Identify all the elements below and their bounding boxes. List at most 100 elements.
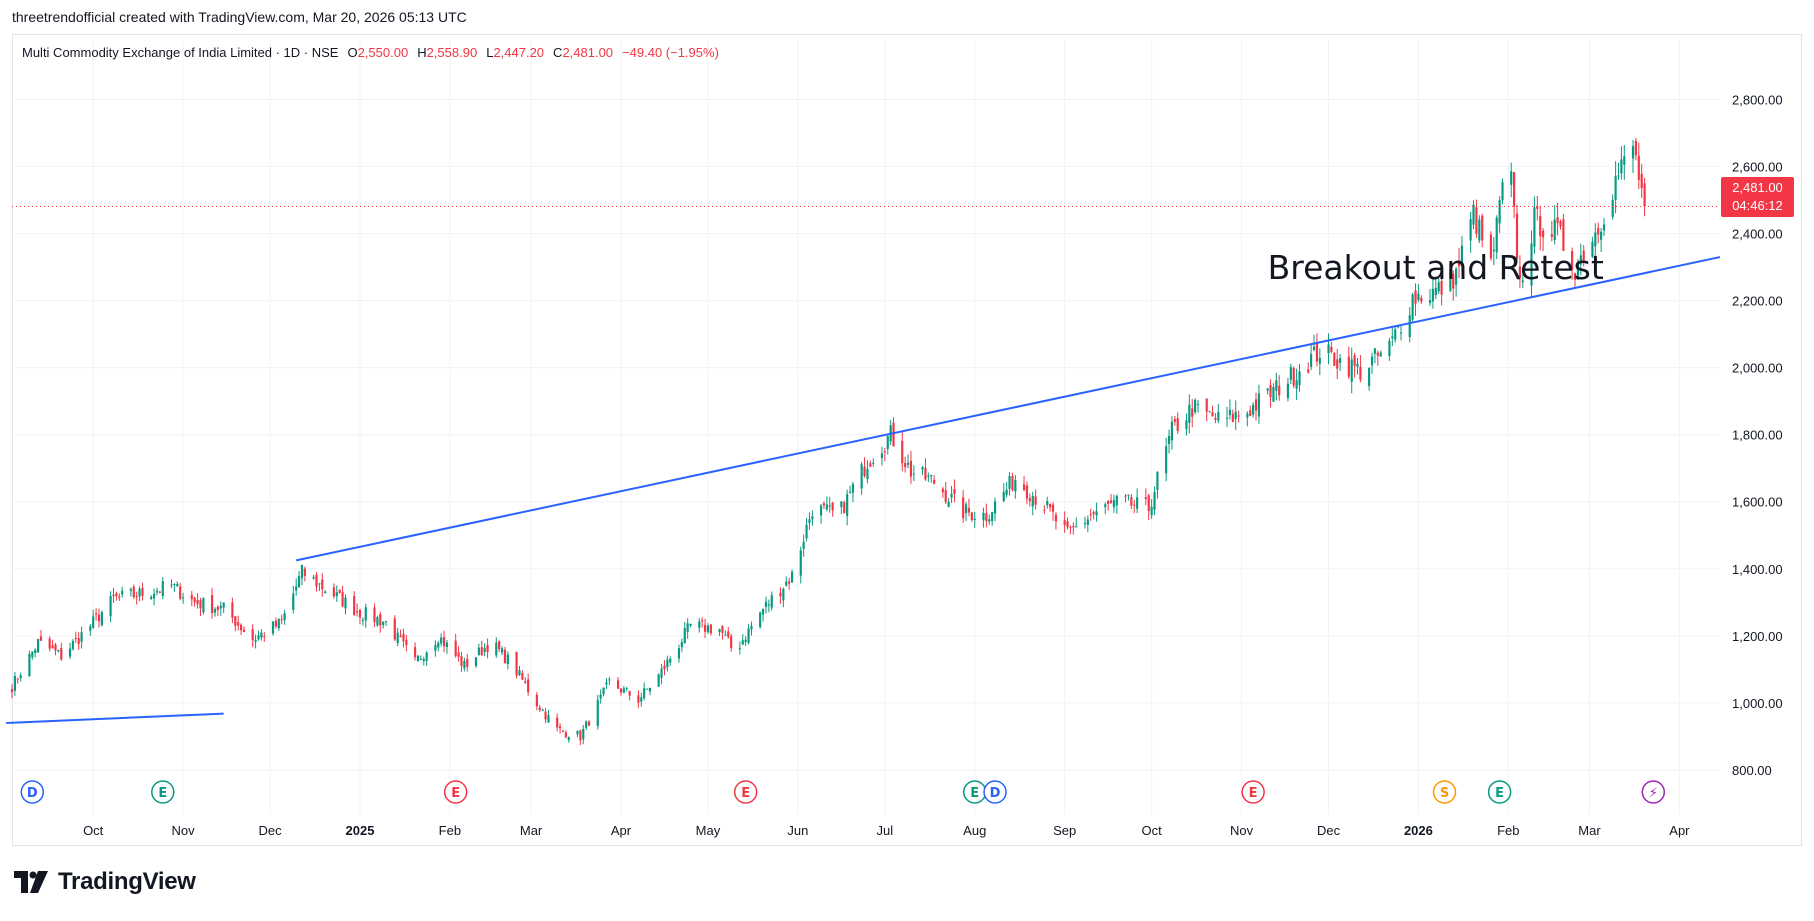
candle-body bbox=[28, 653, 31, 677]
candle-body bbox=[625, 688, 628, 690]
candle-body bbox=[848, 491, 852, 494]
event-marker-icon[interactable] bbox=[151, 780, 175, 804]
price-axis-tick-label: 1,800.00 bbox=[1732, 428, 1783, 443]
candle-body bbox=[211, 594, 214, 614]
candle-body bbox=[95, 613, 98, 615]
candle-body bbox=[1617, 175, 1620, 177]
event-marker-letter: D bbox=[27, 786, 38, 801]
candle-body bbox=[643, 688, 646, 699]
candle-body bbox=[1196, 403, 1200, 405]
candle-body bbox=[257, 635, 260, 640]
candle-body bbox=[1205, 398, 1208, 412]
candle-body bbox=[1431, 288, 1435, 302]
candle-body bbox=[425, 652, 428, 662]
candle-body bbox=[1246, 413, 1249, 418]
candle-body bbox=[1600, 231, 1603, 240]
candle-body bbox=[141, 588, 144, 596]
candle-body bbox=[738, 648, 741, 650]
candle-body bbox=[176, 583, 179, 587]
candle-body bbox=[138, 588, 141, 597]
candle-body bbox=[521, 672, 524, 680]
candle-body bbox=[1008, 476, 1011, 489]
event-marker-icon[interactable] bbox=[733, 780, 758, 804]
tradingview-logo[interactable]: TradingView bbox=[14, 868, 196, 896]
candle-body bbox=[454, 640, 457, 657]
candle-body bbox=[1054, 514, 1058, 522]
candle-body bbox=[843, 502, 846, 514]
time-axis-tick-label: Feb bbox=[1497, 823, 1519, 838]
candle-body bbox=[1083, 522, 1087, 524]
candle-body bbox=[1153, 492, 1156, 510]
candle-body bbox=[657, 674, 660, 687]
candle-body bbox=[741, 640, 744, 645]
candle-body bbox=[1553, 219, 1556, 240]
candle-body bbox=[1434, 287, 1437, 296]
candle-body bbox=[866, 468, 869, 480]
candle-body bbox=[1063, 520, 1066, 526]
candle-body bbox=[544, 711, 547, 720]
event-marker-icon[interactable] bbox=[983, 780, 1007, 804]
candle-body bbox=[558, 726, 562, 729]
chart-credit: threetrendofficial created with TradingV… bbox=[12, 9, 467, 25]
candle-body bbox=[335, 592, 338, 597]
candle-body bbox=[419, 658, 422, 660]
candle-body bbox=[689, 623, 692, 626]
candle-body bbox=[721, 625, 724, 633]
candle-body bbox=[1115, 495, 1118, 506]
candle-body bbox=[1307, 369, 1310, 373]
candle-body bbox=[1533, 207, 1536, 247]
candle-body bbox=[1127, 494, 1130, 496]
last-price-tag: 2,481.00 04:46:12 bbox=[1721, 177, 1794, 217]
candle-body bbox=[1266, 388, 1269, 391]
trendline[interactable] bbox=[6, 712, 224, 724]
candle-body bbox=[1518, 266, 1521, 279]
event-marker-icon[interactable] bbox=[1241, 780, 1265, 804]
candle-body bbox=[886, 435, 889, 449]
candle-body bbox=[442, 637, 446, 647]
candle-body bbox=[13, 675, 16, 691]
candle-body bbox=[1188, 404, 1191, 423]
event-marker-icon[interactable] bbox=[1641, 780, 1666, 804]
time-axis-tick-label: Dec bbox=[259, 823, 283, 838]
candle-body bbox=[503, 649, 507, 664]
legend-open-label: O bbox=[347, 45, 358, 60]
candle-body bbox=[179, 586, 182, 599]
last-price-value: 2,481.00 bbox=[1732, 180, 1783, 195]
price-axis-tick-label: 1,600.00 bbox=[1732, 495, 1783, 510]
candle-body bbox=[1455, 268, 1458, 285]
candle-body bbox=[182, 597, 185, 599]
candle-body bbox=[445, 642, 449, 647]
price-axis-tick-label: 800.00 bbox=[1732, 763, 1772, 778]
candle-body bbox=[904, 463, 907, 468]
candle-body bbox=[1298, 371, 1301, 386]
event-marker-icon[interactable] bbox=[443, 780, 468, 804]
candle-body bbox=[1095, 511, 1098, 516]
candle-body bbox=[1376, 352, 1379, 356]
candle-body bbox=[1249, 410, 1252, 416]
candle-body bbox=[1556, 217, 1559, 224]
candle-body bbox=[872, 462, 875, 464]
event-marker-icon[interactable] bbox=[1432, 780, 1457, 804]
time-axis-tick-label: May bbox=[696, 823, 721, 838]
event-marker-icon[interactable] bbox=[1487, 780, 1512, 804]
candle-body bbox=[1489, 234, 1493, 259]
trendline[interactable] bbox=[295, 256, 1721, 562]
candle-body bbox=[1289, 366, 1292, 380]
candle-body bbox=[1643, 183, 1646, 207]
candle-body bbox=[332, 587, 335, 597]
candle-body bbox=[1167, 436, 1171, 445]
candle-body bbox=[1530, 243, 1533, 286]
candle-body bbox=[788, 581, 791, 584]
candle-body bbox=[799, 550, 802, 576]
candle-body bbox=[54, 644, 57, 651]
candle-body bbox=[1257, 393, 1261, 417]
candle-body bbox=[790, 571, 794, 583]
candle-body bbox=[944, 490, 947, 503]
time-axis-tick-label: Feb bbox=[439, 823, 461, 838]
event-marker-letter: E bbox=[1495, 786, 1504, 801]
annotation-text[interactable]: Breakout and Retest bbox=[1268, 248, 1604, 287]
event-marker-icon[interactable] bbox=[20, 780, 45, 804]
candle-body bbox=[616, 680, 620, 689]
candle-body bbox=[1370, 356, 1374, 366]
